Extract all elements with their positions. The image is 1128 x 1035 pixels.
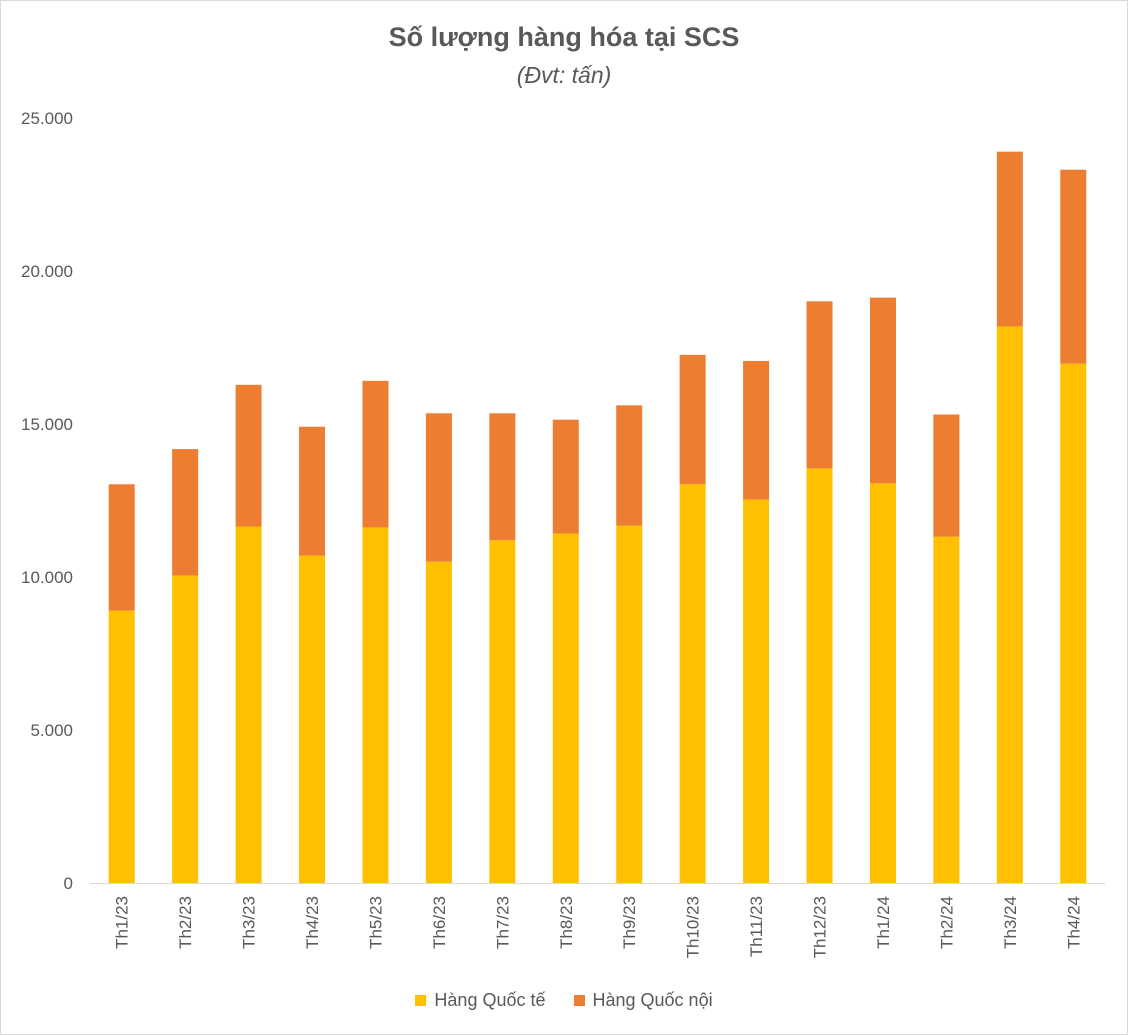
bar-hang-quoc-noi bbox=[679, 354, 706, 485]
bar-hang-quoc-noi bbox=[489, 413, 516, 541]
x-tick-label: Th3/24 bbox=[1001, 896, 1020, 949]
bar-hang-quoc-te bbox=[362, 527, 389, 883]
bar-hang-quoc-noi bbox=[743, 360, 770, 500]
legend-label-international: Hàng Quốc tế bbox=[434, 990, 546, 1010]
legend-item-domestic: Hàng Quốc nội bbox=[573, 990, 713, 1011]
legend-swatch-international bbox=[415, 995, 427, 1006]
bar-hang-quoc-te bbox=[1060, 363, 1087, 883]
bar-hang-quoc-te bbox=[806, 468, 833, 883]
bar-hang-quoc-te bbox=[933, 536, 960, 883]
y-tick-label: 0 bbox=[64, 874, 73, 893]
bar-hang-quoc-te bbox=[996, 326, 1023, 883]
chart-subtitle: (Đvt: tấn) bbox=[516, 62, 612, 88]
x-tick-label: Th5/23 bbox=[366, 896, 385, 949]
x-tick-label: Th12/23 bbox=[811, 896, 830, 958]
bar-hang-quoc-te bbox=[552, 533, 579, 883]
bar-hang-quoc-noi bbox=[108, 484, 135, 611]
bar-hang-quoc-te bbox=[299, 555, 326, 883]
bars bbox=[108, 151, 1087, 883]
bar-hang-quoc-te bbox=[235, 526, 262, 883]
chart-title: Số lượng hàng hóa tại SCS bbox=[388, 22, 740, 52]
bar-hang-quoc-te bbox=[425, 561, 452, 883]
bar-hang-quoc-noi bbox=[869, 297, 896, 484]
y-tick-label: 25.000 bbox=[21, 109, 73, 128]
x-tick-label: Th4/24 bbox=[1064, 896, 1083, 949]
x-tick-label: Th7/23 bbox=[493, 896, 512, 949]
bar-hang-quoc-noi bbox=[299, 426, 326, 556]
legend-swatch-domestic bbox=[573, 995, 585, 1006]
bar-hang-quoc-noi bbox=[425, 413, 452, 562]
bar-hang-quoc-noi bbox=[806, 301, 833, 469]
x-tick-label: Th8/23 bbox=[557, 896, 576, 949]
x-tick-label: Th11/23 bbox=[747, 896, 766, 957]
x-tick-label: Th3/23 bbox=[240, 896, 259, 949]
legend: Hàng Quốc tế Hàng Quốc nội bbox=[0, 990, 1128, 1011]
x-tick-label: Th10/23 bbox=[684, 896, 703, 958]
bar-hang-quoc-te bbox=[108, 610, 135, 883]
bar-hang-quoc-te bbox=[743, 499, 770, 883]
x-tick-label: Th1/24 bbox=[874, 896, 893, 949]
y-tick-label: 10.000 bbox=[21, 568, 73, 587]
bar-hang-quoc-noi bbox=[996, 151, 1023, 327]
bar-hang-quoc-noi bbox=[235, 384, 262, 527]
x-tick-label: Th1/23 bbox=[113, 896, 132, 949]
bar-hang-quoc-noi bbox=[172, 449, 199, 576]
bar-hang-quoc-noi bbox=[362, 380, 389, 528]
legend-label-domestic: Hàng Quốc nội bbox=[592, 990, 713, 1010]
bar-hang-quoc-te bbox=[869, 483, 896, 883]
y-axis: 0 5.000 10.000 15.000 20.000 25.000 bbox=[21, 109, 73, 893]
x-tick-label: Th2/23 bbox=[176, 896, 195, 949]
bar-hang-quoc-noi bbox=[933, 414, 960, 537]
legend-item-international: Hàng Quốc tế bbox=[415, 990, 546, 1011]
x-tick-label: Th2/24 bbox=[937, 896, 956, 949]
bar-hang-quoc-te bbox=[489, 540, 516, 883]
bar-hang-quoc-te bbox=[172, 575, 199, 883]
bar-hang-quoc-noi bbox=[616, 405, 643, 526]
x-tick-label: Th4/23 bbox=[303, 896, 322, 949]
x-tick-label: Th6/23 bbox=[430, 896, 449, 949]
bar-hang-quoc-te bbox=[616, 525, 643, 883]
x-tick-label: Th9/23 bbox=[620, 896, 639, 949]
bar-hang-quoc-noi bbox=[1060, 169, 1087, 364]
x-axis: Th1/23 Th2/23 Th3/23 Th4/23 Th5/23 Th6/23 Th7/… bbox=[113, 896, 1084, 958]
y-tick-label: 15.000 bbox=[21, 415, 73, 434]
bar-hang-quoc-te bbox=[679, 484, 706, 883]
y-tick-label: 5.000 bbox=[30, 721, 73, 740]
bar-hang-quoc-noi bbox=[552, 419, 579, 534]
y-tick-label: 20.000 bbox=[21, 262, 73, 281]
